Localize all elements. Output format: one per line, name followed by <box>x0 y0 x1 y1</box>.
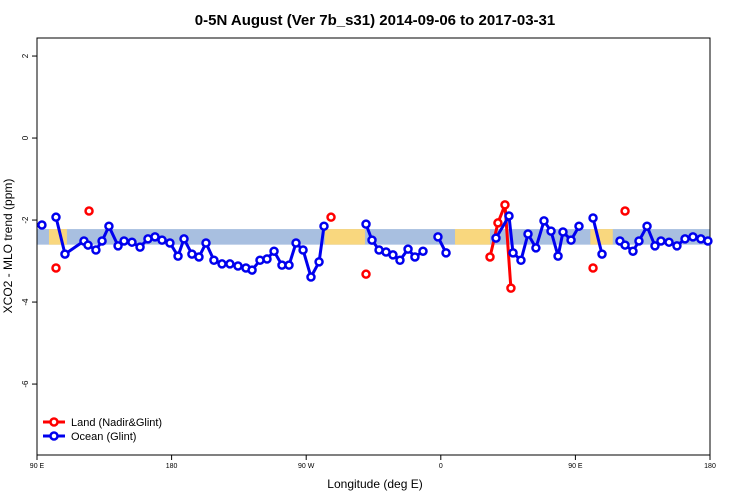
data-point <box>51 212 61 222</box>
x-tick-label: 180 <box>704 463 716 470</box>
data-point <box>262 254 272 264</box>
data-point <box>680 234 690 244</box>
data-point <box>672 241 682 251</box>
data-point <box>326 212 336 222</box>
data-point <box>291 238 301 248</box>
x-tick-label: 0 <box>439 463 443 470</box>
data-point <box>588 263 598 273</box>
data-point <box>410 252 420 262</box>
legend-marker <box>49 431 59 441</box>
data-point <box>566 235 576 245</box>
data-point <box>403 244 413 254</box>
data-point <box>485 252 495 262</box>
x-tick-label: 90 E <box>30 463 45 470</box>
data-point <box>127 237 137 247</box>
data-point <box>60 249 70 259</box>
data-point <box>135 242 145 252</box>
data-point <box>119 236 129 246</box>
data-point <box>588 213 598 223</box>
data-point <box>361 269 371 279</box>
y-tick-label: -2 <box>21 216 30 224</box>
y-tick-label: 0 <box>21 135 30 140</box>
data-point <box>201 238 211 248</box>
legend-marker <box>49 417 59 427</box>
data-point <box>620 240 630 250</box>
data-point <box>516 255 526 265</box>
data-point <box>539 216 549 226</box>
chart-title: 0-5N August (Ver 7b_s31) 2014-09-06 to 2… <box>195 12 555 29</box>
data-point <box>179 234 189 244</box>
x-tick-label: 90 W <box>298 463 315 470</box>
data-point <box>306 272 316 282</box>
data-point <box>491 233 501 243</box>
data-point <box>319 221 329 231</box>
legend-label: Land (Nadir&Glint) <box>71 417 162 429</box>
data-point <box>650 241 660 251</box>
data-point <box>597 249 607 259</box>
data-point <box>314 257 324 267</box>
data-point <box>508 248 518 258</box>
data-point <box>83 240 93 250</box>
plot-frame <box>36 37 711 456</box>
data-point <box>84 206 94 216</box>
data-point <box>113 241 123 251</box>
data-point <box>433 232 443 242</box>
data-point <box>504 211 514 221</box>
data-point <box>104 221 114 231</box>
data-point <box>493 218 503 228</box>
y-tick-label: -4 <box>21 298 30 306</box>
data-point <box>703 236 713 246</box>
data-point <box>553 251 563 261</box>
data-point <box>441 248 451 258</box>
data-point <box>546 226 556 236</box>
data-point <box>628 246 638 256</box>
data-point <box>269 246 279 256</box>
x-tick-label: 180 <box>166 463 178 470</box>
band-highlight <box>324 229 365 245</box>
data-point <box>395 255 405 265</box>
data-point <box>688 232 698 242</box>
data-point <box>500 200 510 210</box>
data-point <box>37 220 47 230</box>
band-highlight <box>455 229 491 245</box>
data-point <box>284 260 294 270</box>
data-point <box>233 261 243 271</box>
data-point <box>298 245 308 255</box>
data-point <box>150 232 160 242</box>
data-point <box>361 219 371 229</box>
data-point <box>225 259 235 269</box>
data-point <box>523 229 533 239</box>
data-point <box>558 227 568 237</box>
data-point <box>157 235 167 245</box>
data-point <box>165 238 175 248</box>
band-highlight <box>590 229 613 245</box>
data-point <box>388 250 398 260</box>
y-axis-label: XCO2 - MLO trend (ppm) <box>1 179 15 314</box>
y-tick-label: 2 <box>21 53 30 58</box>
data-point <box>418 246 428 256</box>
data-point <box>173 251 183 261</box>
data-point <box>531 243 541 253</box>
data-point <box>91 245 101 255</box>
legend-label: Ocean (Glint) <box>71 431 136 443</box>
data-point <box>97 236 107 246</box>
y-tick-label: -6 <box>21 380 30 388</box>
x-tick-label: 90 E <box>568 463 583 470</box>
data-point <box>656 236 666 246</box>
data-point <box>664 237 674 247</box>
data-point <box>620 206 630 216</box>
data-point <box>574 221 584 231</box>
data-point <box>634 236 644 246</box>
x-axis-label: Longitude (deg E) <box>327 477 422 491</box>
data-point <box>642 221 652 231</box>
data-point <box>247 265 257 275</box>
data-point <box>367 235 377 245</box>
data-point <box>217 259 227 269</box>
data-point <box>506 283 516 293</box>
data-point <box>51 263 61 273</box>
data-point <box>209 255 219 265</box>
data-point <box>194 252 204 262</box>
